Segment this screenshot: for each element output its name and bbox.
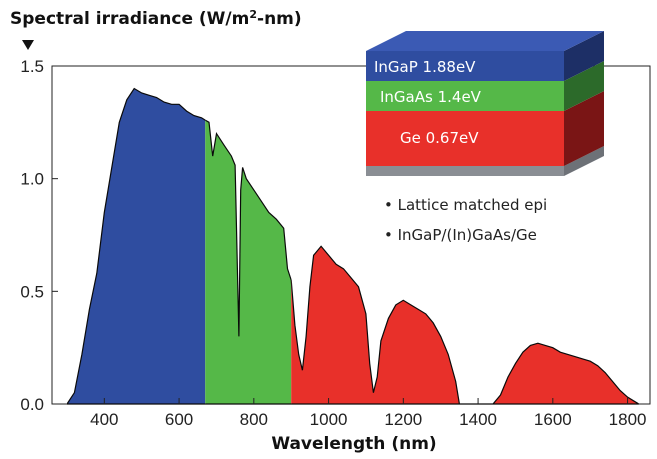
ingaas-layer-label: InGaAs 1.4eV	[380, 88, 482, 106]
x-tick-label: 1600	[534, 410, 572, 429]
inset-cell-stack: InGaP 1.88eV InGaAs 1.4eV Ge 0.67eV	[366, 31, 604, 176]
band-ingaas-area	[205, 119, 292, 405]
x-axis: 400 600 800 1000 1200 1400 1600 1800	[90, 398, 646, 429]
x-axis-label: Wavelength (nm)	[271, 434, 436, 454]
ingap-layer	[366, 51, 564, 81]
x-tick-label: 800	[240, 410, 268, 429]
inset-note-structure: • InGaP/(In)GaAs/Ge	[384, 226, 537, 244]
x-tick-label: 600	[165, 410, 193, 429]
y-tick-label: 1.0	[20, 170, 44, 189]
ge-layer-label: Ge 0.67eV	[400, 129, 479, 147]
x-tick-label: 1000	[310, 410, 348, 429]
y-axis-arrow-icon	[22, 40, 34, 50]
band-ingap-area	[66, 87, 206, 405]
x-tick-label: 1800	[609, 410, 647, 429]
x-tick-label: 1400	[459, 410, 497, 429]
ingap-layer-label: InGaP 1.88eV	[374, 58, 476, 76]
inset-note-lattice: • Lattice matched epi	[384, 196, 547, 214]
ge-layer	[366, 111, 564, 166]
x-tick-label: 1200	[384, 410, 422, 429]
y-tick-label: 0.5	[20, 282, 44, 301]
ingaas-layer	[366, 81, 564, 111]
y-tick-label: 0.0	[20, 395, 44, 414]
y-axis: 0.0 0.5 1.0 1.5	[20, 57, 58, 414]
band-ge-area	[291, 245, 639, 405]
x-tick-label: 400	[90, 410, 118, 429]
chart-title: Spectral irradiance (W/m2-nm)	[10, 8, 302, 29]
y-tick-label: 1.5	[20, 57, 44, 76]
